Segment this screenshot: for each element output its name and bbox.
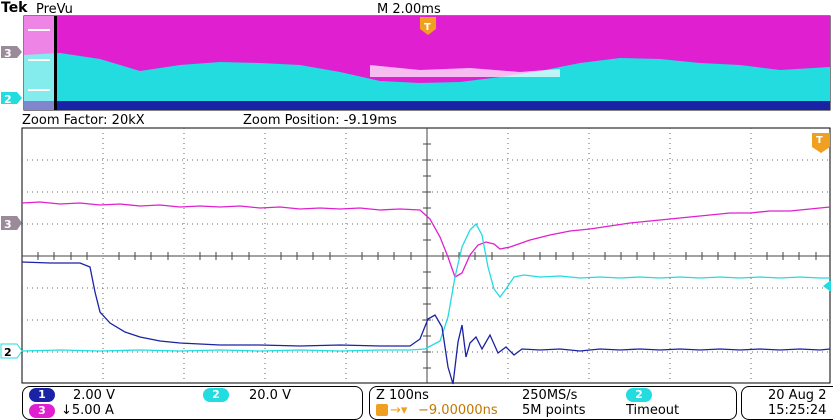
trigger-position-icon[interactable] <box>812 133 830 153</box>
ch3-scale: ↓5.00 A <box>61 403 114 418</box>
acquisition-status-box[interactable]: Z 100ns →▾ −9.00000ns 250MS/s 5M points … <box>369 386 737 420</box>
zoom-time-scale: Z 100ns <box>376 388 429 403</box>
overview-ch2-label: 2 <box>4 93 12 106</box>
overview-strip[interactable] <box>0 15 833 112</box>
overview-trigger-label: T <box>424 22 431 33</box>
ch1-trace <box>21 261 831 385</box>
zoom-factor-label: Zoom Factor: 20kX <box>22 113 145 128</box>
channel-status-box[interactable]: 1 2.00 V 2 20.0 V 3 ↓5.00 A <box>22 386 363 420</box>
sample-rate: 250MS/s <box>522 388 578 403</box>
datetime-box: 20 Aug 2 15:25:24 <box>741 386 833 420</box>
ch2-trace <box>21 222 830 352</box>
overview-ch2-band <box>24 53 830 110</box>
time-label: 15:25:24 <box>768 403 827 418</box>
zoom-position-label: Zoom Position: -9.19ms <box>243 113 397 128</box>
mode-label: PreVu <box>36 2 73 17</box>
date-label: 20 Aug 2 <box>768 388 827 403</box>
trigger-arrow-icon: →▾ <box>390 403 408 418</box>
ch2-ground-label: 2 <box>4 346 12 359</box>
overview-trigger-icon <box>420 17 436 35</box>
ch2-badge[interactable]: 2 <box>203 388 229 402</box>
zoom-graticule[interactable] <box>0 127 833 385</box>
overview-ch2-marker <box>1 92 22 104</box>
ch3-ground-marker[interactable] <box>1 216 22 230</box>
trigger-source-badge[interactable]: 2 <box>626 388 652 402</box>
timebase-label: M 2.00ms <box>377 2 441 17</box>
trigger-delay: −9.00000ns <box>418 403 498 418</box>
overview-ch3-marker <box>1 46 22 58</box>
ch1-scale: 2.00 V <box>73 388 115 403</box>
overview-zoom-window[interactable] <box>24 16 56 110</box>
ch2-ground-marker[interactable] <box>0 343 23 359</box>
record-length: 5M points <box>522 403 586 418</box>
ch3-trace <box>21 201 831 278</box>
ch3-ground-label: 3 <box>4 218 12 231</box>
ch2-scale: 20.0 V <box>249 388 291 403</box>
brand-label: Tek <box>1 0 28 16</box>
overview-ch3-label: 3 <box>4 47 12 60</box>
ch3-badge[interactable]: 3 <box>29 404 55 418</box>
trigger-delay-icon <box>376 404 388 416</box>
ch1-badge[interactable]: 1 <box>29 388 55 402</box>
overview-zoom-cursor[interactable] <box>54 16 57 110</box>
trigger-mode: Timeout <box>626 403 680 418</box>
trigger-level-icon[interactable] <box>823 280 831 292</box>
trigger-position-label: T <box>816 135 823 146</box>
overview-ch3-mix <box>370 65 560 77</box>
overview-ch1-band <box>24 101 830 110</box>
graticule-center-axes <box>22 128 830 383</box>
